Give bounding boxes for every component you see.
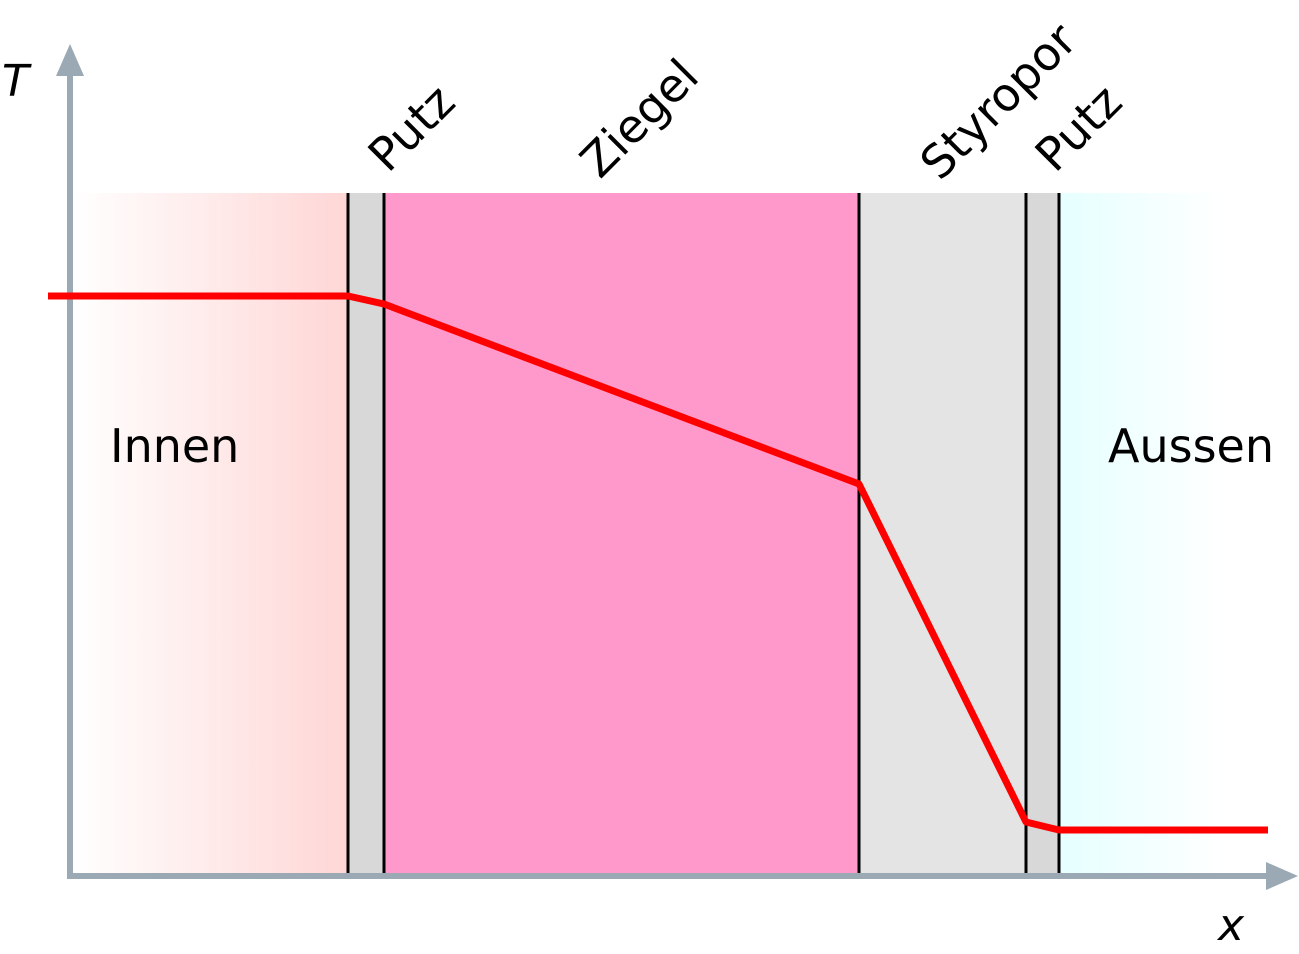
- inside-region: [72, 193, 348, 876]
- layer-putz-outer: [1026, 193, 1059, 876]
- temperature-curve: [48, 292, 1268, 834]
- outside-region: [1059, 193, 1224, 876]
- y-axis-label: T: [2, 56, 32, 107]
- x-axis-label: x: [1216, 900, 1245, 951]
- x-axis-arrow: [1266, 862, 1298, 890]
- outside-label: Aussen: [1108, 419, 1274, 473]
- layer-label-ziegel: Ziegel: [570, 49, 709, 188]
- layer-label-putz-inner: Putz: [358, 74, 466, 182]
- inside-label: Innen: [110, 419, 239, 473]
- axes: [56, 44, 1298, 890]
- layer-putz-inner: [348, 193, 384, 876]
- y-axis-arrow: [56, 44, 84, 76]
- layer-ziegel: [384, 193, 859, 876]
